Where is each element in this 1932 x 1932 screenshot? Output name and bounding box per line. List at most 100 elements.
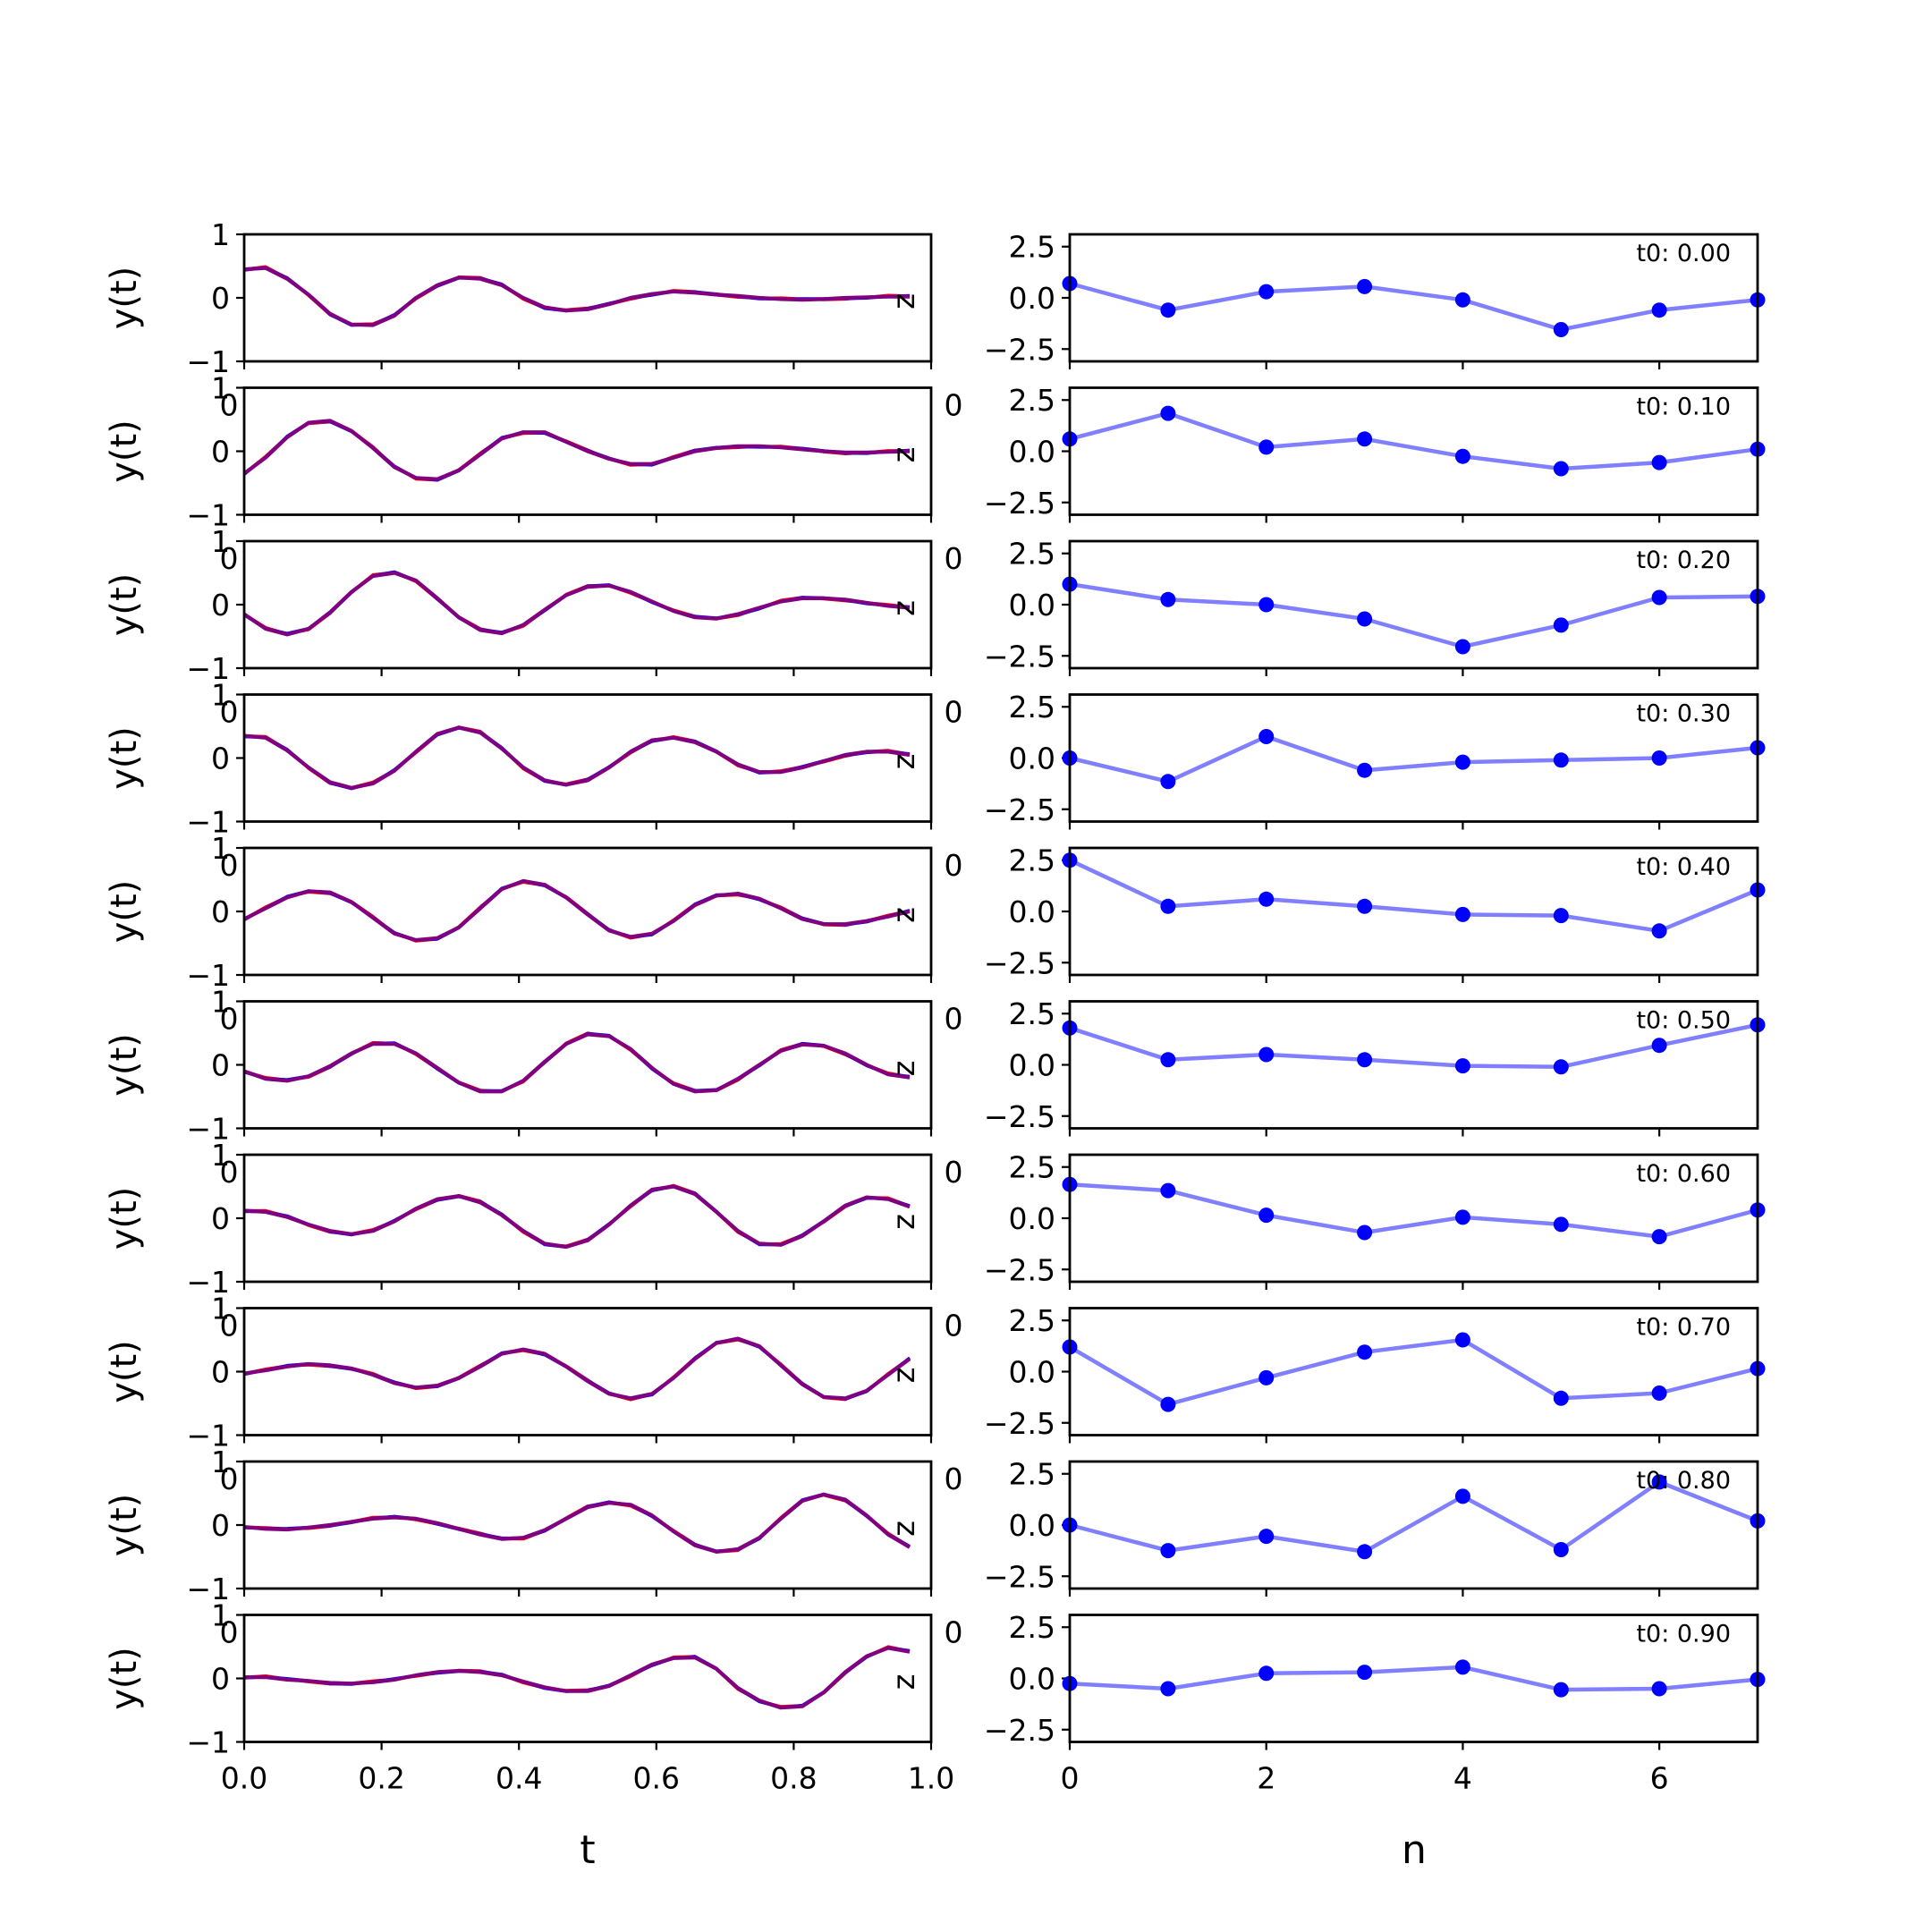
right-subplot-4: −2.5 0.0 2.5 t0: 0.40 xyxy=(984,843,1766,983)
right-y-tick-label: 0.0 xyxy=(1009,588,1055,623)
t0-label: t0: 0.50 xyxy=(1636,1007,1731,1035)
left-series-red-line xyxy=(243,571,911,636)
right-axes-frame xyxy=(1068,1307,1759,1436)
left-series-blue-line xyxy=(243,1646,911,1709)
right-series-line xyxy=(1069,281,1758,332)
right-series-line xyxy=(1069,1665,1758,1692)
right-series-point xyxy=(1651,589,1667,606)
right-series-point xyxy=(1160,591,1176,607)
left-axes-frame xyxy=(242,846,933,977)
right-y-tick-label: 0.0 xyxy=(1009,1201,1055,1236)
right-axes-frame xyxy=(1068,539,1759,670)
right-series-point xyxy=(1553,617,1569,633)
right-axes-frame xyxy=(1068,233,1759,363)
right-y-tick-label: 2.5 xyxy=(1009,843,1055,878)
right-series-point xyxy=(1357,1224,1373,1241)
right-series-point xyxy=(1553,322,1569,337)
left-y-tick-label: 1 xyxy=(211,1598,230,1633)
left-series-blue-line xyxy=(243,1031,911,1093)
right-series-point xyxy=(1357,278,1373,294)
overlap-zero-left: 0 xyxy=(220,1002,239,1037)
left-x-tick-label: 0.4 xyxy=(496,1761,542,1796)
right-edge-z-label: z xyxy=(886,1521,922,1537)
right-y-tick-label: 0.0 xyxy=(1009,741,1055,776)
right-series-point xyxy=(1357,611,1373,627)
right-series-point xyxy=(1651,454,1667,470)
left-y-tick-label: −1 xyxy=(186,1725,230,1760)
left-y-axis-title: y(t) xyxy=(104,1033,145,1097)
right-series-point xyxy=(1258,1046,1275,1063)
right-subplot-8: −2.5 0.0 2.5 t0: 0.80 xyxy=(984,1457,1766,1597)
left-axes-frame xyxy=(242,539,933,670)
left-axes-frame xyxy=(242,1614,933,1743)
right-series-line xyxy=(1069,858,1758,934)
right-edge-z-label: z xyxy=(886,1061,922,1077)
left-y-tick-label: 0 xyxy=(211,588,230,623)
left-series-red-line xyxy=(243,1183,911,1248)
right-series-point xyxy=(1651,1681,1667,1697)
t0-label: t0: 0.40 xyxy=(1636,853,1731,881)
right-series-point xyxy=(1454,1488,1470,1504)
right-subplot-5: −2.5 0.0 2.5 t0: 0.50 xyxy=(984,996,1766,1137)
right-series-point xyxy=(1454,1209,1470,1225)
left-series-purple-line xyxy=(243,1032,911,1094)
left-y-tick-label: −1 xyxy=(186,1572,230,1606)
left-y-tick-label: −1 xyxy=(186,805,230,840)
right-x-tick-label: 0 xyxy=(1061,1761,1080,1796)
overlap-zero-right: 0 xyxy=(945,1615,963,1650)
left-y-axis-title: y(t) xyxy=(104,419,145,483)
left-series-red-line xyxy=(243,1645,911,1708)
left-x-axis-title: t xyxy=(580,1827,595,1873)
right-series-point xyxy=(1454,639,1470,655)
right-series-point xyxy=(1357,1665,1373,1681)
right-series-point xyxy=(1454,448,1470,464)
right-axes-frame xyxy=(1068,1460,1759,1590)
right-series-point xyxy=(1160,1182,1176,1199)
right-axes-frame xyxy=(1068,1153,1759,1284)
right-series-point xyxy=(1160,1543,1176,1559)
left-axes-frame xyxy=(242,233,933,363)
right-y-tick-label: 2.5 xyxy=(1009,1610,1055,1645)
right-series-point xyxy=(1160,405,1176,421)
left-y-tick-label: 0 xyxy=(211,894,230,929)
right-x-tick-label: 2 xyxy=(1257,1761,1275,1796)
left-y-tick-label: 0 xyxy=(211,1201,230,1236)
right-subplot-7: −2.5 0.0 2.5 t0: 0.70 xyxy=(984,1303,1766,1444)
right-y-tick-label: 0.0 xyxy=(1009,894,1055,929)
right-series-point xyxy=(1553,908,1569,924)
left-x-tick-label: 0.2 xyxy=(358,1761,404,1796)
right-series-point xyxy=(1258,1529,1275,1545)
right-y-tick-label: −2.5 xyxy=(984,639,1055,674)
t0-label: t0: 0.20 xyxy=(1636,547,1731,574)
left-y-tick-label: 1 xyxy=(211,985,230,1020)
right-series-point xyxy=(1160,774,1176,790)
right-y-tick-label: 2.5 xyxy=(1009,1457,1055,1492)
right-y-tick-label: −2.5 xyxy=(984,332,1055,367)
overlap-zero-right: 0 xyxy=(945,848,963,883)
left-x-tick-label: 0.8 xyxy=(770,1761,817,1796)
right-series-point xyxy=(1454,906,1470,922)
right-edge-z-label: z xyxy=(886,1674,922,1690)
right-subplot-0: −2.5 0.0 2.5 t0: 0.00 xyxy=(984,230,1766,369)
right-y-tick-label: −2.5 xyxy=(984,1406,1055,1441)
overlap-artifacts: 0 0 0 0 0 0 0 0 0 0 0 0 0 0 0 0 0 0 xyxy=(220,388,963,1650)
right-edge-z-label: z xyxy=(886,293,922,309)
left-y-tick-label: 0 xyxy=(211,741,230,776)
right-y-tick-label: 0.0 xyxy=(1009,1355,1055,1390)
left-series-blue-line xyxy=(243,570,911,635)
right-y-tick-label: 2.5 xyxy=(1009,996,1055,1031)
right-x-axis-title: n xyxy=(1402,1827,1427,1873)
right-y-tick-label: 2.5 xyxy=(1009,1150,1055,1185)
right-series-point xyxy=(1454,754,1470,770)
overlap-zero-left: 0 xyxy=(220,388,239,423)
right-series-point xyxy=(1258,1665,1275,1682)
right-y-tick-label: −2.5 xyxy=(984,486,1055,521)
left-series-purple-line xyxy=(242,419,911,481)
right-y-tick-label: −2.5 xyxy=(984,945,1055,980)
right-column-subplots: −2.50.02.5 t0: 0.00−2.50.02.5 t0: 0.10−2.5… xyxy=(984,230,1766,1796)
right-series-line xyxy=(1069,411,1758,471)
right-edge-z-label: z xyxy=(886,754,922,770)
